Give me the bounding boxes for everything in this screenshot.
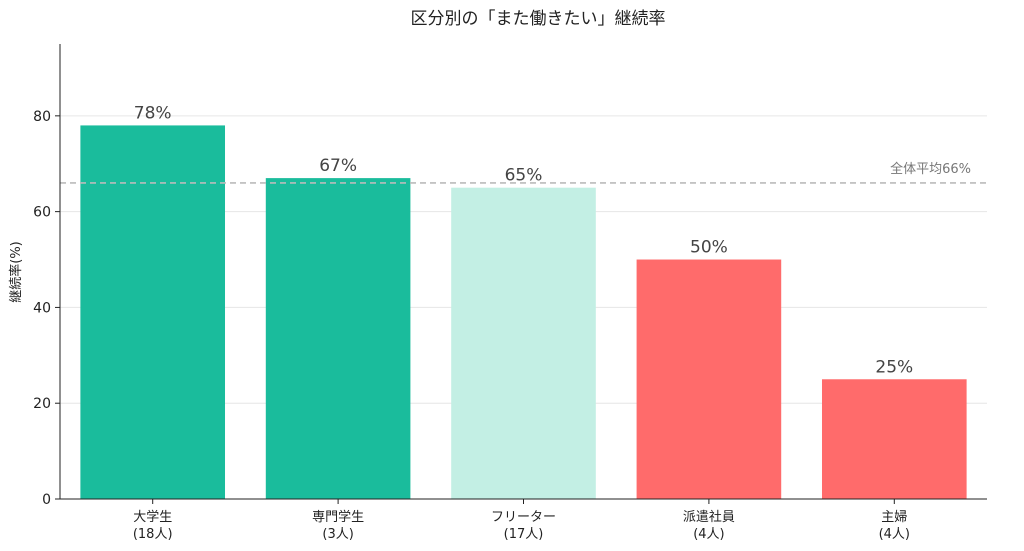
y-tick-label: 20 (33, 396, 51, 412)
x-tick-count: (4人) (693, 527, 724, 542)
x-tick-label: 大学生 (133, 509, 172, 525)
x-tick-label: 主婦 (881, 509, 907, 525)
average-label: 全体平均66% (890, 161, 971, 177)
y-ticks: 0 20 40 60 80 (33, 109, 60, 508)
x-tick-label: 専門学生 (312, 509, 364, 525)
x-tick-count: (17人) (504, 527, 544, 542)
y-tick-label: 40 (33, 300, 51, 316)
x-tick-label: フリーター (491, 510, 556, 525)
value-label: 78% (134, 103, 172, 123)
x-tick-count: (18人) (133, 527, 173, 542)
x-tick-count: (4人) (879, 527, 910, 542)
y-axis-label: 継続率(%) (8, 241, 24, 303)
bar (80, 125, 226, 499)
value-label: 65% (505, 166, 543, 186)
value-label: 25% (875, 357, 913, 377)
y-tick-label: 0 (42, 492, 51, 508)
bars (80, 125, 967, 499)
average-line-group: 全体平均66% (60, 161, 987, 184)
y-tick-label: 60 (33, 205, 51, 221)
x-tick-label: 派遣社員 (683, 509, 735, 525)
x-ticks: 大学生 (18人) 専門学生 (3人) フリーター (17人) 派遣社員 (4人) 主婦 (4人) (133, 499, 910, 542)
value-label: 67% (319, 156, 357, 176)
bar (265, 178, 411, 499)
value-label: 50% (690, 238, 728, 258)
value-labels: 78% 67% 65% 50% 25% (134, 103, 913, 377)
y-tick-label: 80 (33, 109, 51, 125)
bar (821, 379, 967, 499)
x-tick-count: (3人) (322, 527, 353, 542)
bar (636, 259, 782, 499)
bar (451, 187, 596, 499)
chart-title: 区分別の「また働きたい」継続率 (411, 9, 666, 29)
